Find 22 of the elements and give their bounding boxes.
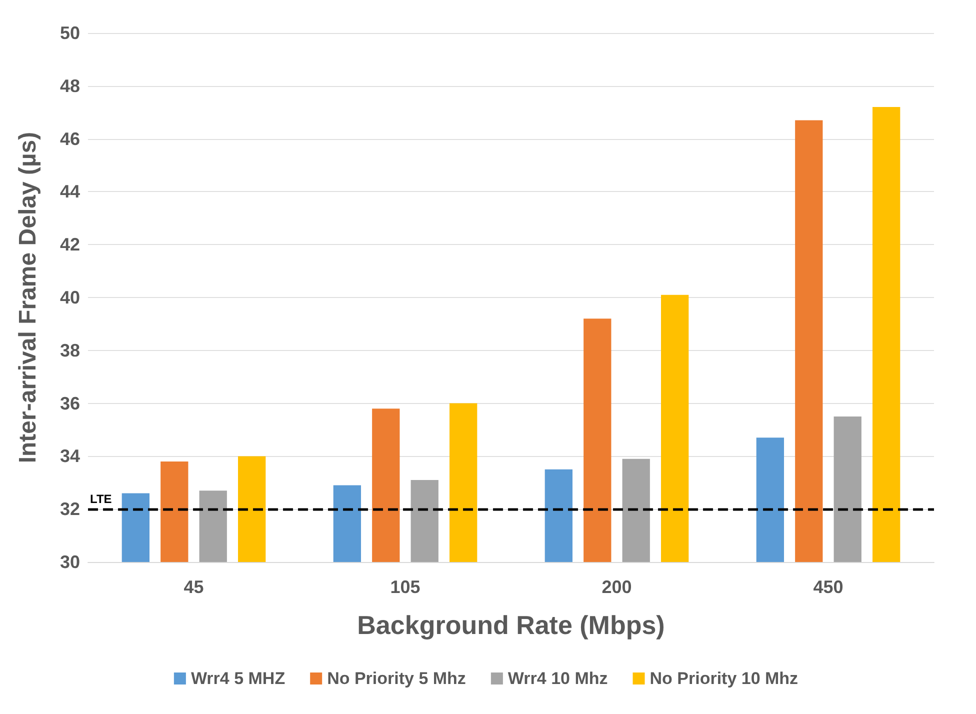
y-tick-label: 34 [60, 446, 80, 466]
y-axis-title: Inter-arrival Frame Delay (µs) [14, 132, 42, 464]
y-tick-label: 46 [60, 128, 80, 149]
y-tick-label: 50 [60, 23, 80, 43]
x-tick-label: 200 [602, 577, 632, 597]
y-tick-label: 32 [60, 499, 80, 520]
legend-label: No Priority 10 Mhz [650, 669, 798, 688]
x-tick-label: 45 [184, 577, 204, 597]
y-tick-label: 42 [60, 234, 80, 255]
legend-label: No Priority 5 Mhz [327, 669, 466, 688]
y-tick-label: 36 [60, 393, 80, 414]
y-tick-label: 44 [60, 182, 80, 202]
y-tick-label: 30 [60, 552, 80, 572]
x-axis-title: Background Rate (Mbps) [357, 610, 665, 640]
x-tick-label: 105 [390, 577, 420, 597]
legend-label: Wrr4 10 Mhz [508, 669, 608, 688]
y-tick-label: 48 [60, 76, 80, 96]
x-tick-label: 450 [813, 577, 844, 597]
y-tick-label: 40 [60, 288, 80, 308]
legend-label: Wrr4 5 MHZ [190, 669, 286, 688]
y-tick-label: 38 [60, 340, 80, 360]
ref-line-label: LTE [90, 492, 112, 506]
